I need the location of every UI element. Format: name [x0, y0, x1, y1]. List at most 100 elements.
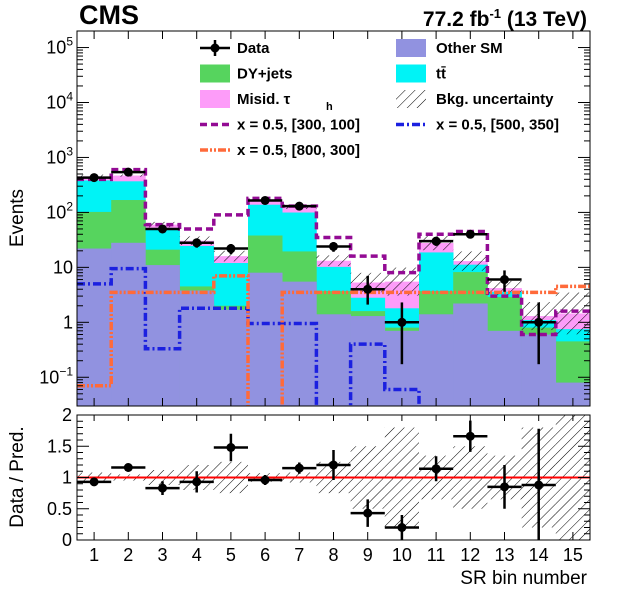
legend-label-misid-tau-subscript: h — [326, 101, 333, 113]
y-tick-label-2: 10 — [53, 257, 73, 277]
ratio-point-bin-14 — [534, 480, 544, 490]
stack-bar-other-sm-bin-6 — [248, 272, 283, 406]
data-point-bin-8 — [329, 241, 338, 251]
x-tick-label-5: 5 — [226, 545, 236, 565]
stack-bar-other-sm-bin-13 — [487, 330, 522, 406]
x-axis-title: SR bin number — [460, 568, 587, 589]
data-point-bin-9 — [363, 284, 373, 294]
ratio-point-bin-7 — [294, 463, 304, 473]
x-tick-label-12: 12 — [460, 545, 480, 565]
legend-label-signal-500-350: x = 0.5, [500, 350] — [436, 117, 559, 134]
x-tick-label-3: 3 — [157, 545, 167, 565]
top-axes: 10−1 1 10 102 103 104 105 — [39, 30, 590, 407]
ratio-y-tick-label-1: 0.5 — [47, 499, 72, 519]
legend-label-signal-800-300: x = 0.5, [800, 300] — [237, 142, 360, 159]
stack-bar-other-sm-bin-9 — [350, 316, 386, 406]
bkg-uncertainty-bin-12 — [453, 251, 488, 271]
x-tick-label-4: 4 — [192, 545, 202, 565]
luminosity-value: 77.2 fb — [423, 8, 490, 31]
experiment-label: CMS — [79, 0, 139, 30]
y-tick-label-5: 104 — [46, 89, 73, 112]
legend-label-bkg-uncertainty: Bkg. uncertainty — [436, 91, 554, 108]
x-tick-label-1: 1 — [89, 545, 99, 565]
ratio-point-bin-12 — [465, 431, 475, 441]
ratio-axes: 00.511.521 2 3 4 5 6 7 8 9 10 11 12 13 14 15 — [47, 405, 590, 565]
ratio-point-bin-2 — [123, 463, 133, 472]
x-tick-label-13: 13 — [494, 545, 514, 565]
ratio-y-tick-label-4: 2 — [62, 405, 72, 425]
ratio-point-bin-6 — [260, 475, 270, 485]
luminosity-label: 77.2 fb-1 (13 TeV) — [423, 6, 587, 31]
ratio-point-bin-3 — [158, 483, 167, 493]
legend-label-signal-300-100: x = 0.5, [300, 100] — [237, 117, 360, 134]
data-point-bin-12 — [465, 229, 475, 239]
ratio-y-tick-label-2: 1 — [62, 468, 72, 488]
data-point-bin-1 — [89, 173, 99, 183]
legend-label-ttbar: tt̄ — [436, 65, 446, 82]
data-point-bin-5 — [226, 244, 236, 254]
data-points — [77, 167, 556, 365]
stack-bar-other-sm-bin-5 — [213, 309, 249, 406]
stack-bar-other-sm-bin-12 — [453, 303, 488, 406]
signal-lines — [77, 167, 590, 406]
data-point-bin-6 — [260, 195, 270, 205]
y-tick-label-0: 10−1 — [39, 364, 73, 387]
legend-swatch-bkg-uncertainty — [396, 90, 426, 108]
ratio-point-bin-9 — [363, 508, 373, 518]
legend-data-marker — [210, 43, 220, 53]
data-point-bin-3 — [158, 224, 167, 234]
data-point-bin-2 — [123, 167, 133, 177]
legend-swatch-misid-tau — [200, 90, 230, 108]
ratio-point-bin-8 — [329, 460, 338, 470]
legend-swatch-other-sm — [396, 39, 426, 57]
ratio-point-bin-1 — [89, 477, 99, 487]
legend-label-dy-jets: DY+jets — [237, 66, 292, 83]
bkg-uncertainty-band — [77, 174, 590, 335]
energy-label: (13 TeV) — [507, 8, 587, 31]
data-point-bin-14 — [534, 317, 544, 327]
x-tick-label-15: 15 — [563, 545, 583, 565]
top-panel: 10−1 1 10 102 103 104 105 — [39, 30, 591, 407]
ratio-point-bin-5 — [226, 443, 236, 452]
ratio-y-axis-title: Data / Pred. — [7, 426, 28, 527]
stack-bar-other-sm-bin-7 — [282, 281, 317, 406]
y-tick-label-6: 105 — [46, 35, 73, 58]
y-axis-title: Events — [7, 189, 28, 247]
x-tick-label-7: 7 — [294, 545, 304, 565]
signal-line-3 — [77, 274, 590, 406]
luminosity-exponent: -1 — [489, 6, 501, 21]
data-point-bin-10 — [397, 317, 407, 327]
y-tick-label-1: 1 — [63, 312, 73, 332]
legend-label-other-sm: Other SM — [436, 40, 503, 57]
data-point-bin-11 — [431, 236, 441, 246]
signal-line-1 — [77, 167, 590, 337]
x-tick-label-10: 10 — [392, 545, 412, 565]
y-tick-label-4: 103 — [46, 144, 73, 167]
ratio-y-tick-label-3: 1.5 — [47, 436, 72, 456]
ratio-points — [77, 420, 556, 540]
legend-swatch-dy-jets — [200, 64, 230, 83]
bkg-uncertainty-bin-8 — [316, 255, 351, 267]
x-tick-label-11: 11 — [427, 545, 446, 565]
background-stack — [77, 175, 590, 406]
x-tick-label-9: 9 — [363, 545, 373, 565]
legend: Data Other SM DY+jets tt̄ Misid. τ h Bkg. unce… — [200, 39, 559, 159]
ratio-panel: 00.511.521 2 3 4 5 6 7 8 9 10 11 12 13 14 15 — [47, 405, 591, 565]
legend-label-data: Data — [237, 40, 270, 57]
ratio-point-bin-10 — [397, 523, 407, 532]
data-point-bin-13 — [500, 275, 509, 285]
data-point-bin-7 — [294, 201, 304, 211]
stack-bar-other-sm-bin-15 — [555, 382, 590, 406]
ratio-point-bin-11 — [431, 464, 441, 474]
stack-bar-other-sm-bin-8 — [316, 314, 351, 406]
x-tick-label-2: 2 — [123, 545, 133, 565]
y-tick-label-3: 102 — [46, 199, 73, 222]
x-tick-label-14: 14 — [529, 545, 549, 565]
ratio-point-bin-13 — [500, 482, 509, 492]
signal-line-2 — [77, 266, 421, 406]
x-tick-label-8: 8 — [328, 545, 338, 565]
stack-bar-other-sm-bin-3 — [145, 265, 180, 406]
x-tick-label-6: 6 — [260, 545, 270, 565]
data-point-bin-4 — [192, 238, 202, 248]
